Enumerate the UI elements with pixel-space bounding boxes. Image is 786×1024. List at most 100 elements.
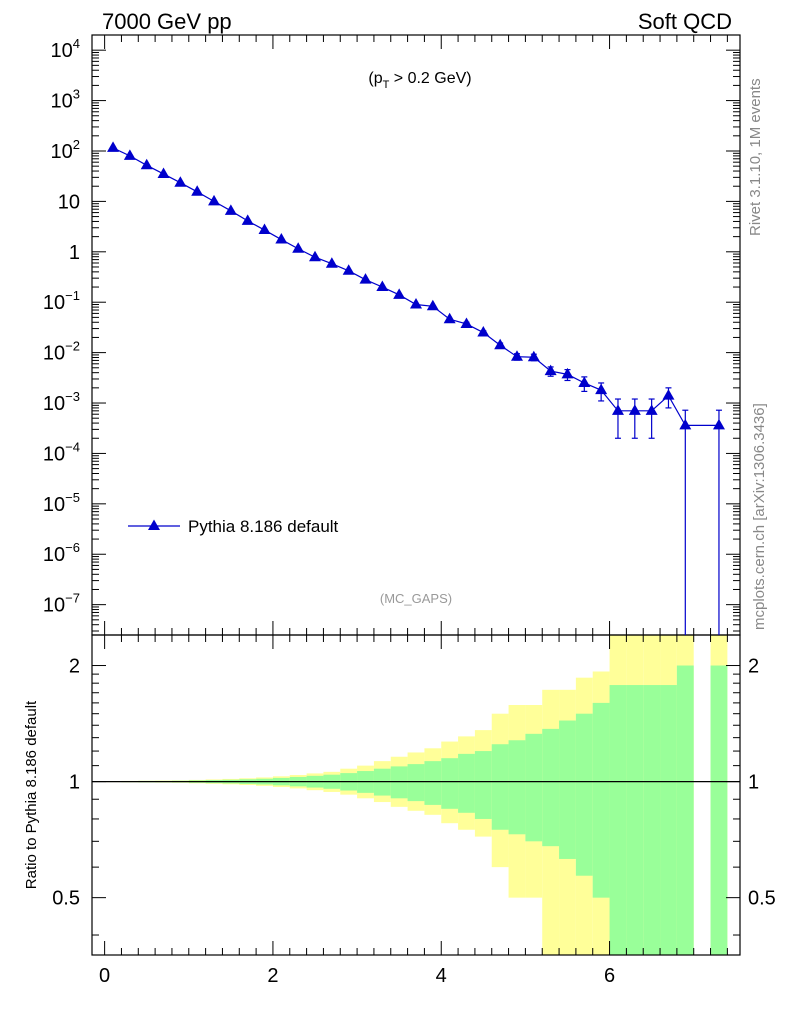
- main-ytick-label-base: 10: [43, 393, 65, 415]
- ratio-inner-bin: [474, 751, 492, 819]
- main-ytick-label: 104: [51, 36, 80, 62]
- main-ytick-label-exp: −2: [65, 339, 80, 354]
- cut-label-prefix: (p: [368, 70, 382, 87]
- series-marker: [628, 404, 641, 415]
- main-ytick-label-base: 10: [51, 141, 73, 163]
- series-marker: [191, 185, 204, 196]
- ratio-ytick-label-left: 2: [69, 656, 80, 678]
- ratio-panel-frame: [91, 634, 741, 956]
- ratio-ytick-label-right: 2: [748, 656, 759, 678]
- main-ytick-label-base: 10: [43, 443, 65, 465]
- ratio-inner-bin: [626, 685, 644, 955]
- main-ytick-label-base: 10: [51, 40, 73, 62]
- main-ytick-label: 10−5: [43, 490, 80, 516]
- cut-label: (pT > 0.2 GeV): [368, 70, 471, 91]
- legend-entry: Pythia 8.186 default: [188, 517, 339, 536]
- series-marker: [510, 350, 523, 361]
- series-marker: [107, 141, 120, 152]
- series-marker: [258, 223, 271, 235]
- ratio-ytick-label-left: 1: [69, 772, 80, 794]
- main-ytick-label: 10−6: [43, 540, 80, 566]
- main-ytick-label: 10−4: [43, 439, 80, 465]
- main-ytick-label-base: 10: [58, 191, 80, 213]
- ratio-inner-bin: [441, 758, 459, 809]
- main-ytick-label-base: 10: [43, 292, 65, 314]
- cut-label-subscript: T: [383, 79, 390, 91]
- legend-marker: [148, 519, 160, 530]
- series-marker: [359, 273, 372, 284]
- series-marker: [578, 376, 591, 387]
- ratio-ytick-label-right: 1: [748, 772, 759, 794]
- series-marker: [712, 418, 725, 430]
- ratio-xtick-label: 0: [99, 965, 110, 987]
- ratio-ylabel: Ratio to Pythia 8.186 default: [23, 700, 40, 889]
- main-ytick-label-exp: 4: [73, 36, 80, 51]
- series-marker: [224, 204, 237, 215]
- series-marker: [595, 383, 608, 395]
- ratio-inner-bin: [424, 761, 442, 805]
- ratio-inner-bin: [592, 702, 610, 898]
- ratio-inner-bin: [676, 665, 694, 955]
- series-marker: [393, 288, 406, 299]
- ratio-inner-bin: [575, 713, 593, 876]
- main-panel-frame: [91, 34, 741, 636]
- ratio-inner-bin: [407, 764, 425, 802]
- series-marker: [342, 264, 355, 275]
- ratio-inner-bin: [491, 744, 509, 830]
- series-marker: [477, 326, 490, 337]
- series-marker: [544, 364, 557, 376]
- main-ytick-label: 10: [58, 191, 80, 213]
- main-ytick-label-base: 1: [69, 242, 80, 264]
- ratio-inner-band: [104, 665, 728, 955]
- series-marker: [662, 389, 675, 400]
- ratio-inner-bin: [508, 740, 526, 835]
- ratio-xtick-label: 6: [604, 965, 615, 987]
- main-ytick-label-base: 10: [43, 595, 65, 617]
- ratio-inner-bin: [542, 728, 560, 847]
- main-ytick-label: 10−3: [43, 389, 80, 415]
- main-ytick-label-exp: −7: [65, 591, 80, 606]
- main-ytick-label-base: 10: [51, 91, 73, 113]
- energy-label: 7000 GeV pp: [102, 9, 232, 34]
- ratio-xtick-label: 4: [436, 965, 447, 987]
- cut-label-suffix: > 0.2 GeV): [389, 70, 471, 87]
- ratio-xtick-label: 2: [267, 965, 278, 987]
- series-marker: [494, 338, 507, 350]
- main-ytick-label: 1: [69, 242, 80, 264]
- ratio-ytick-label-left: 0.5: [52, 888, 80, 910]
- main-ytick-label: 103: [51, 87, 80, 113]
- main-ytick-label-exp: 2: [73, 137, 80, 152]
- ratio-inner-bin: [660, 685, 677, 955]
- series-marker: [174, 176, 187, 187]
- legend: Pythia 8.186 default: [128, 517, 339, 536]
- rivet-label: Rivet 3.1.10, 1M events: [747, 78, 764, 236]
- series-error-bars: [463, 321, 722, 635]
- series-marker: [325, 257, 338, 268]
- series-marker: [561, 367, 574, 379]
- series-markers: [107, 141, 725, 430]
- ratio-inner-bin: [525, 733, 543, 842]
- series-marker: [208, 194, 221, 206]
- ratio-inner-bin: [710, 665, 728, 955]
- main-ytick-label-exp: −4: [65, 439, 80, 454]
- series-marker: [443, 312, 456, 324]
- main-ytick-label-exp: −6: [65, 540, 80, 555]
- process-label: Soft QCD: [638, 9, 732, 34]
- ratio-ytick-label-right: 0.5: [748, 888, 776, 910]
- ratio-inner-bin: [609, 685, 627, 955]
- main-ytick-label-exp: −5: [65, 490, 80, 505]
- series-marker: [275, 233, 288, 244]
- main-ytick-label-base: 10: [43, 544, 65, 566]
- main-ytick-label-exp: −1: [65, 288, 80, 303]
- series-marker: [376, 280, 389, 292]
- series-marker: [292, 242, 305, 253]
- main-x-axis-ticks: [104, 35, 728, 635]
- series-marker: [679, 418, 692, 430]
- series-marker: [426, 299, 439, 311]
- series-marker: [645, 404, 658, 415]
- ratio-inner-bin: [559, 720, 576, 859]
- series-marker: [241, 214, 254, 225]
- series-marker: [611, 404, 624, 415]
